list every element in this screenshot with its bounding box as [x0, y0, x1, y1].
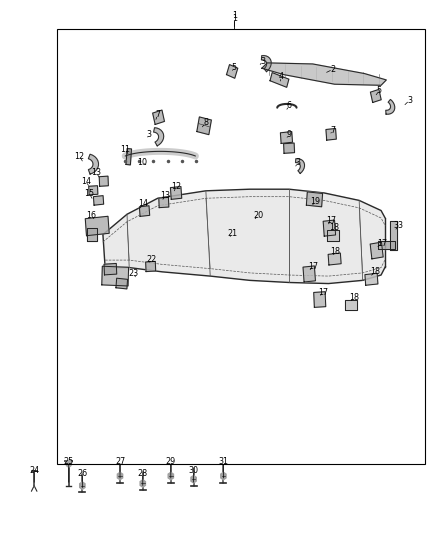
Text: 18: 18: [329, 223, 339, 231]
Polygon shape: [326, 128, 336, 140]
Text: 24: 24: [29, 466, 39, 474]
Text: 23: 23: [128, 269, 139, 278]
Text: 18: 18: [331, 247, 340, 256]
Text: 14: 14: [81, 177, 91, 185]
Text: 16: 16: [86, 211, 96, 220]
Text: 17: 17: [307, 262, 318, 271]
Text: 3: 3: [295, 158, 300, 167]
Text: 11: 11: [120, 145, 130, 154]
Polygon shape: [226, 64, 238, 78]
Polygon shape: [306, 192, 323, 207]
Text: 30: 30: [189, 466, 198, 474]
Text: 7: 7: [155, 110, 160, 119]
Text: 4: 4: [279, 72, 284, 81]
Polygon shape: [386, 100, 395, 114]
Text: 17: 17: [326, 216, 336, 225]
Text: 28: 28: [138, 469, 148, 478]
Polygon shape: [296, 159, 304, 173]
Polygon shape: [328, 253, 341, 265]
Text: 12: 12: [74, 152, 85, 161]
Polygon shape: [365, 273, 378, 285]
Polygon shape: [93, 196, 104, 205]
Polygon shape: [88, 154, 99, 174]
Text: 26: 26: [77, 469, 88, 478]
Text: 5: 5: [231, 63, 236, 72]
Text: 8: 8: [203, 118, 208, 127]
Polygon shape: [345, 300, 357, 310]
Polygon shape: [104, 263, 117, 275]
Text: 19: 19: [310, 197, 321, 206]
Text: 31: 31: [219, 457, 228, 466]
Text: 1: 1: [232, 14, 237, 23]
Polygon shape: [262, 63, 386, 85]
Text: 22: 22: [146, 255, 157, 263]
Polygon shape: [153, 110, 164, 124]
Polygon shape: [85, 216, 109, 236]
Polygon shape: [390, 221, 396, 250]
Text: 12: 12: [171, 182, 181, 191]
Polygon shape: [280, 132, 293, 143]
Text: 13: 13: [92, 168, 101, 177]
Polygon shape: [314, 292, 326, 308]
Text: 33: 33: [394, 222, 403, 230]
Polygon shape: [371, 90, 381, 102]
Polygon shape: [159, 197, 169, 208]
Polygon shape: [116, 278, 127, 289]
Text: 3: 3: [146, 130, 152, 139]
Polygon shape: [323, 220, 336, 236]
Polygon shape: [103, 189, 385, 284]
Text: 9: 9: [286, 130, 292, 139]
Text: 17: 17: [377, 239, 387, 247]
Polygon shape: [284, 143, 294, 154]
Text: 18: 18: [370, 268, 380, 276]
Text: 29: 29: [166, 457, 176, 466]
Bar: [57, 29, 425, 464]
Text: 21: 21: [227, 229, 237, 238]
Text: 3: 3: [407, 96, 412, 104]
Circle shape: [66, 461, 71, 467]
Polygon shape: [378, 241, 395, 249]
Text: 18: 18: [349, 293, 359, 302]
Polygon shape: [197, 117, 212, 135]
Text: 27: 27: [115, 457, 125, 466]
Polygon shape: [99, 176, 108, 187]
Text: 20: 20: [253, 211, 264, 220]
Polygon shape: [86, 228, 97, 241]
Polygon shape: [146, 261, 155, 272]
Text: 10: 10: [138, 158, 147, 166]
Text: 7: 7: [330, 126, 336, 134]
Polygon shape: [327, 230, 339, 241]
Polygon shape: [89, 185, 98, 195]
Text: 6: 6: [286, 101, 292, 110]
Text: 5: 5: [377, 86, 382, 95]
Polygon shape: [154, 128, 164, 146]
Polygon shape: [303, 266, 315, 282]
Text: 15: 15: [84, 189, 95, 198]
Polygon shape: [126, 149, 131, 165]
Polygon shape: [170, 187, 182, 199]
Text: 25: 25: [64, 457, 74, 466]
Text: 14: 14: [138, 199, 148, 208]
Text: 13: 13: [161, 191, 170, 199]
Text: 1: 1: [232, 11, 237, 20]
Polygon shape: [139, 206, 150, 216]
Polygon shape: [370, 242, 383, 259]
Polygon shape: [102, 266, 129, 286]
Text: 17: 17: [318, 288, 328, 296]
Text: 3: 3: [260, 57, 265, 66]
Text: 2: 2: [330, 65, 336, 74]
Polygon shape: [270, 72, 289, 87]
Polygon shape: [261, 55, 271, 71]
